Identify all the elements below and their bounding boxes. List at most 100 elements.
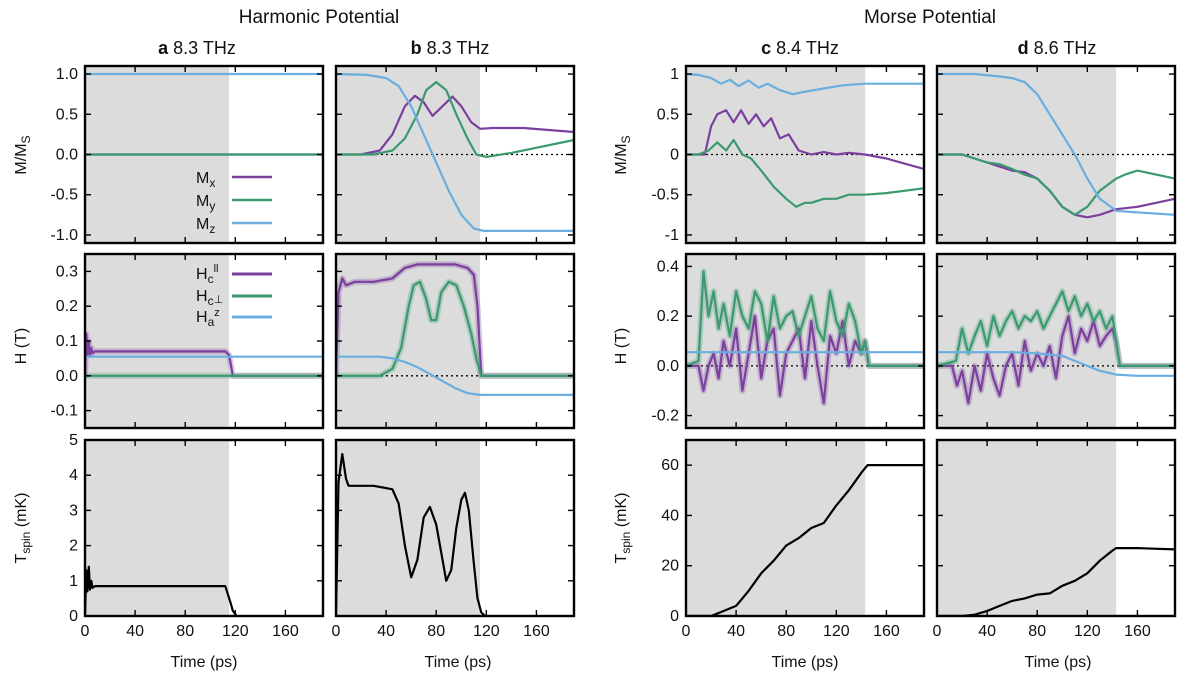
series-line-My: [686, 138, 924, 208]
series-line-Tspin: [85, 565, 238, 616]
panel-b-magnetization: [334, 64, 576, 245]
ytick-label: 0.1: [56, 333, 78, 350]
ylabel-t-left: Tspin (mK): [13, 493, 33, 564]
panel-d-magnetization: [935, 64, 1177, 245]
series-group: [336, 453, 487, 616]
pulse-shade: [85, 254, 230, 428]
ytick-label: 0.5: [56, 106, 78, 123]
group-title-morse: Morse Potential: [864, 7, 996, 28]
ylabel-m-left: M/MS: [13, 135, 33, 174]
series-line-My: [937, 153, 1175, 216]
xtick-label: 120: [222, 623, 249, 640]
ylabel-m-right: M/MS: [613, 135, 633, 174]
series-line-Tspin: [937, 546, 1175, 616]
pulse-shade: [686, 440, 866, 616]
series-group: [937, 72, 1175, 219]
pulse-shade: [336, 254, 481, 428]
ytick-label: 4: [69, 467, 78, 484]
series-line-Hc_perp: [937, 290, 1175, 367]
pulse-shade: [937, 66, 1117, 243]
series-line-Hc_perp: [686, 270, 924, 367]
ytick-label: -1: [665, 227, 679, 244]
panel-frame: [684, 438, 926, 618]
series-group: [85, 72, 323, 156]
series-line-Mz: [336, 72, 574, 232]
ytick-label: 0.0: [657, 358, 679, 375]
series-line-Mz: [937, 72, 1175, 216]
legend-ha-z-label: Haz: [196, 307, 220, 329]
pulse-shade: [85, 440, 230, 616]
ytick-label: 3: [69, 502, 78, 519]
ytick-label: 0: [670, 147, 679, 164]
panel-frame: [334, 438, 576, 618]
panel-frame: [684, 252, 926, 430]
panel-b-field: [334, 252, 576, 430]
ytick-label: 1: [670, 66, 679, 83]
ytick-label: 0: [69, 608, 78, 625]
legend-fields: Hcll Hc⊥ Haz: [196, 263, 272, 329]
xtick-label: 40: [377, 623, 395, 640]
panel-a-temperature: 0 1 2 3 4 5 0 40 80 120 160: [69, 432, 325, 640]
ylabel-h-right: H (T): [613, 328, 630, 364]
series-line-Tspin: [686, 464, 924, 616]
series-line-My: [336, 80, 574, 158]
ytick-label: 0.0: [56, 368, 78, 385]
xtick-label: 80: [1028, 623, 1046, 640]
ytick-label: -0.5: [50, 187, 78, 204]
panel-b-temperature: 0 40 80 120 160: [332, 438, 576, 640]
legend-mz-label: Mz: [196, 216, 215, 236]
ytick-label: 0: [670, 608, 679, 625]
panel-title-c: c 8.4 THz: [761, 38, 839, 58]
ytick-label: 60: [661, 457, 679, 474]
series-group: [686, 268, 924, 407]
xtick-label: 120: [823, 623, 850, 640]
panel-a-field: -0.1 0.0 0.1 0.2 0.3: [50, 252, 325, 430]
ylabel-h-left: H (T): [13, 328, 30, 364]
xlabel-c: Time (ps): [772, 654, 839, 671]
series-group: [336, 72, 574, 232]
legend-hc-par-label: Hcll: [196, 263, 218, 286]
ytick-label: -1.0: [50, 227, 78, 244]
series-group: [686, 72, 924, 208]
xtick-label: 80: [777, 623, 795, 640]
panel-c-magnetization: -1 -0.5 0 0.5 1: [651, 64, 926, 245]
panel-d-temperature: 0 40 80 120 160: [933, 438, 1177, 640]
xtick-label: 80: [176, 623, 194, 640]
xtick-label: 160: [272, 623, 299, 640]
xtick-label: 0: [332, 623, 341, 640]
ytick-label: 0.3: [56, 263, 78, 280]
xtick-label: 160: [523, 623, 550, 640]
legend-hc-perp-label: Hc⊥: [196, 288, 223, 308]
chart-layer: -1.0 -0.5 0.0 0.5 1.0 -1 -0.5 0 0.5 1 -0.1 0.0 0.1 0.…: [50, 64, 1177, 640]
xtick-label: 120: [473, 623, 500, 640]
series-line-Mx: [686, 109, 924, 171]
series-line-Tspin: [336, 453, 487, 616]
panel-c-temperature: 0 20 40 60 0 40 80 120 160: [661, 438, 926, 640]
panel-title-b: b 8.3 THz: [411, 38, 490, 58]
ytick-label: 0.0: [56, 147, 78, 164]
ytick-label: 0.5: [657, 106, 679, 123]
xtick-label: 40: [727, 623, 745, 640]
ytick-label: 1: [69, 573, 78, 590]
pulse-shade: [937, 440, 1117, 616]
xtick-label: 0: [933, 623, 942, 640]
series-group: [85, 565, 238, 616]
xtick-label: 0: [81, 623, 90, 640]
legend-mx-label: Mx: [196, 170, 215, 190]
xtick-label: 0: [682, 623, 691, 640]
ytick-label: 20: [661, 558, 679, 575]
series-group: [686, 464, 924, 616]
ylabel-t-right: Tspin (mK): [613, 493, 633, 564]
panel-a-magnetization: -1.0 -0.5 0.0 0.5 1.0: [50, 64, 325, 245]
series-group: [336, 261, 574, 396]
series-line-Hc_par: [85, 332, 323, 377]
legend-magnetization: Mx My Mz: [196, 170, 272, 236]
ytick-label: -0.1: [50, 403, 78, 420]
xtick-label: 160: [1124, 623, 1151, 640]
panel-frame: [935, 438, 1177, 618]
xtick-label: 40: [126, 623, 144, 640]
panel-title-d: d 8.6 THz: [1018, 38, 1097, 58]
series-group: [937, 288, 1175, 407]
pulse-shade: [336, 440, 481, 616]
